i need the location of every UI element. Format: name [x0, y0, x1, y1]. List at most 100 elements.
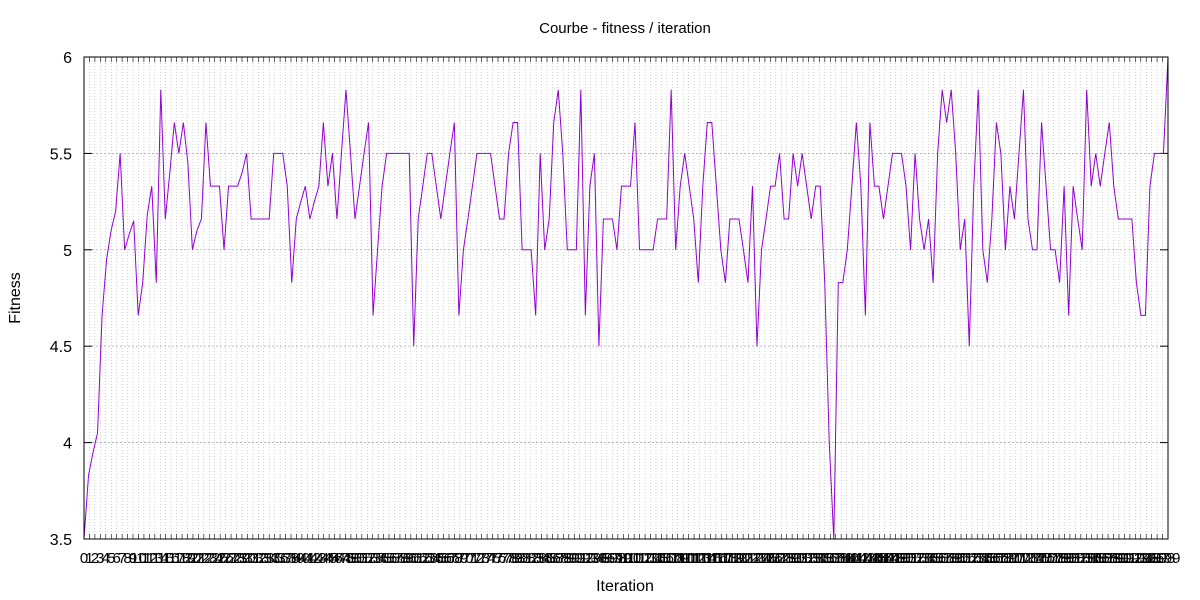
x-tick-label: 181 — [1057, 550, 1082, 567]
x-tick-label: 128 — [769, 550, 794, 567]
x-tick-label: 93 — [582, 550, 599, 567]
x-tick-label: 30 — [239, 550, 256, 567]
x-tick-label: 85 — [539, 550, 556, 567]
x-tick-label: 79 — [506, 550, 523, 567]
x-tick-label: 186 — [1085, 550, 1110, 567]
x-tick-label: 46 — [326, 550, 343, 567]
x-tick-label: 33 — [255, 550, 272, 567]
x-tick-label: 114 — [693, 550, 717, 567]
x-tick-label: 103 — [633, 550, 658, 567]
x-tick-label: 177 — [1036, 550, 1061, 567]
x-tick-label: 170 — [998, 550, 1023, 567]
x-tick-label: 80 — [511, 550, 528, 567]
x-tick-label: 160 — [943, 550, 968, 567]
x-tick-label: 166 — [976, 550, 1001, 567]
x-tick-label: 100 — [616, 550, 641, 567]
x-tick-label: 191 — [1112, 550, 1137, 567]
x-tick-label: 20 — [185, 550, 202, 567]
x-tick-label: 27 — [223, 550, 240, 567]
x-tick-label: 22 — [195, 550, 212, 567]
x-tick-label: 139 — [829, 550, 854, 567]
x-tick-label: 4 — [102, 550, 110, 567]
x-tick-label: 92 — [577, 550, 594, 567]
x-tick-label: 51 — [353, 550, 370, 567]
x-tick-label: 68 — [446, 550, 463, 567]
x-tick-label: 6 — [113, 550, 121, 567]
x-tick-label: 141 — [840, 550, 865, 567]
x-tick-label: 40 — [294, 550, 311, 567]
x-tick-label: 25 — [212, 550, 229, 567]
x-tick-label: 132 — [791, 550, 816, 567]
x-tick-label: 198 — [1150, 550, 1175, 567]
x-tick-label: 125 — [752, 550, 777, 567]
series-layer — [83, 56, 1169, 540]
x-tick-label: 120 — [725, 550, 750, 567]
x-tick-label: 24 — [206, 550, 223, 567]
x-tick-label: 137 — [818, 550, 843, 567]
x-tick-label: 108 — [660, 550, 685, 567]
x-tick-label: 188 — [1096, 550, 1121, 567]
x-tick-label: 13 — [146, 550, 163, 567]
x-tick-label: 77 — [495, 550, 512, 567]
plot-border — [83, 56, 1169, 540]
x-tick-label: 116 — [704, 550, 728, 567]
x-tick-label: 48 — [337, 550, 354, 567]
x-tick-label: 135 — [807, 550, 832, 567]
x-tick-label: 54 — [370, 550, 387, 567]
x-tick-label: 106 — [649, 550, 674, 567]
x-tick-label: 15 — [157, 550, 174, 567]
x-tick-label: 162 — [954, 550, 979, 567]
x-tick-label: 196 — [1139, 550, 1164, 567]
x-tick-label: 47 — [332, 550, 349, 567]
x-tick-label: 148 — [878, 550, 903, 567]
x-tick-label: 113 — [688, 550, 712, 567]
x-tick-label: 124 — [747, 550, 772, 567]
x-tick-label: 44 — [315, 550, 332, 567]
x-tick-label: 14 — [152, 550, 169, 567]
x-tick-label: 35 — [266, 550, 283, 567]
x-tick-label: 69 — [452, 550, 469, 567]
x-tick-label: 174 — [1019, 550, 1044, 567]
x-tick-label: 142 — [845, 550, 870, 567]
x-tick-label: 134 — [801, 550, 826, 567]
series-line — [83, 56, 1169, 540]
x-tick-label: 183 — [1068, 550, 1093, 567]
x-tick-label: 50 — [348, 550, 365, 567]
y-tick-label: 5.5 — [50, 146, 72, 163]
x-tick-label: 84 — [533, 550, 550, 567]
x-tick-label: 145 — [861, 550, 886, 567]
x-tick-label: 171 — [1003, 550, 1028, 567]
x-tick-label: 64 — [424, 550, 441, 567]
x-tick-label: 193 — [1123, 550, 1148, 567]
x-tick-label: 71 — [462, 550, 479, 567]
x-tick-label: 97 — [604, 550, 621, 567]
x-tick-label: 187 — [1090, 550, 1115, 567]
x-tick-label: 117 — [709, 550, 733, 567]
x-tick-label: 149 — [883, 550, 908, 567]
x-tick-label: 161 — [948, 550, 973, 567]
x-tick-label: 110 — [671, 550, 695, 567]
x-tick-label: 172 — [1008, 550, 1033, 567]
x-tick-label: 12 — [141, 550, 158, 567]
x-axis-label: Iteration — [596, 578, 654, 595]
x-tick-label: 173 — [1014, 550, 1039, 567]
x-tick-label: 95 — [593, 550, 610, 567]
x-tick-label: 98 — [609, 550, 626, 567]
x-tick-label: 104 — [638, 550, 663, 567]
x-tick-label: 127 — [763, 550, 788, 567]
x-tick-label: 26 — [217, 550, 234, 567]
x-tick-label: 190 — [1106, 550, 1131, 567]
x-tick-label: 150 — [889, 550, 914, 567]
x-tick-label: 107 — [654, 550, 679, 567]
x-tick-label: 87 — [550, 550, 567, 567]
y-axis-ticks: 3.5 4 4.5 5 5.5 6 — [50, 50, 1168, 549]
x-tick-label: 37 — [277, 550, 294, 567]
x-tick-label: 167 — [981, 550, 1006, 567]
x-tick-label: 53 — [364, 550, 381, 567]
x-tick-label: 0 — [80, 550, 88, 567]
x-tick-label: 94 — [588, 550, 605, 567]
x-tick-label: 31 — [245, 550, 262, 567]
x-tick-label: 178 — [1041, 550, 1066, 567]
x-tick-label: 165 — [970, 550, 995, 567]
